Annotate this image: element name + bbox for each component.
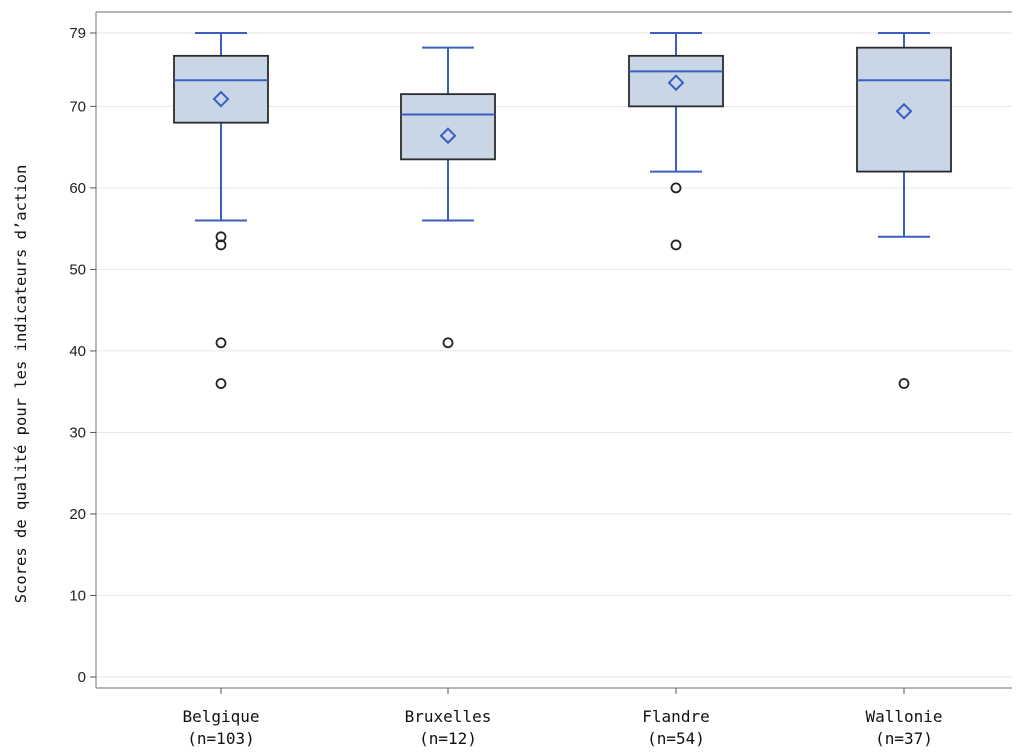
outlier-point	[670, 239, 682, 251]
outlier-point	[215, 337, 227, 349]
box-belgique	[173, 32, 269, 389]
x-tick-label: Wallonie	[865, 707, 942, 726]
y-tick-label: 40	[69, 343, 86, 360]
y-axis-label: Scores de qualité pour les indicateurs d…	[12, 165, 30, 604]
y-tick-label: 20	[69, 506, 86, 523]
mean-marker	[895, 102, 913, 120]
box-iqr	[173, 54, 269, 124]
grid-lines	[96, 32, 1012, 678]
x-tick-sample-size: (n=54)	[647, 729, 705, 748]
y-tick-label: 0	[78, 669, 86, 686]
box-iqr	[400, 93, 496, 161]
box-iqr	[628, 54, 724, 108]
outlier-point	[898, 378, 910, 389]
x-tick-label: Bruxelles	[405, 707, 492, 726]
box-bruxelles	[400, 46, 496, 349]
box-iqr	[856, 46, 952, 173]
mean-marker	[667, 74, 685, 92]
x-tick-label: Belgique	[182, 707, 259, 726]
y-tick-label: 10	[69, 587, 86, 604]
outlier-point	[442, 337, 454, 349]
x-tick-label: Flandre	[642, 707, 709, 726]
x-tick-sample-size: (n=103)	[187, 729, 254, 748]
y-tick-label: 79	[69, 25, 86, 42]
plot-frame	[95, 11, 1012, 689]
x-tick-sample-size: (n=37)	[875, 729, 933, 748]
outlier-point	[215, 239, 227, 251]
y-tick-label: 50	[69, 261, 86, 278]
boxes	[173, 32, 952, 389]
y-tick-label: 60	[69, 180, 86, 197]
mean-marker	[212, 90, 230, 108]
box-flandre	[628, 32, 724, 251]
outlier-point	[215, 378, 227, 389]
x-tick-sample-size: (n=12)	[419, 729, 477, 748]
y-tick-label: 30	[69, 424, 86, 441]
mean-marker	[439, 127, 457, 145]
outlier-point	[670, 182, 682, 194]
x-axis: Belgique (n=103) Bruxelles (n=12) Flandre (n=…	[182, 688, 943, 748]
box-wallonie	[856, 32, 952, 389]
y-axis: 0 10 20 30 40 50 60 70 79	[69, 25, 96, 686]
y-tick-label: 70	[69, 98, 86, 115]
